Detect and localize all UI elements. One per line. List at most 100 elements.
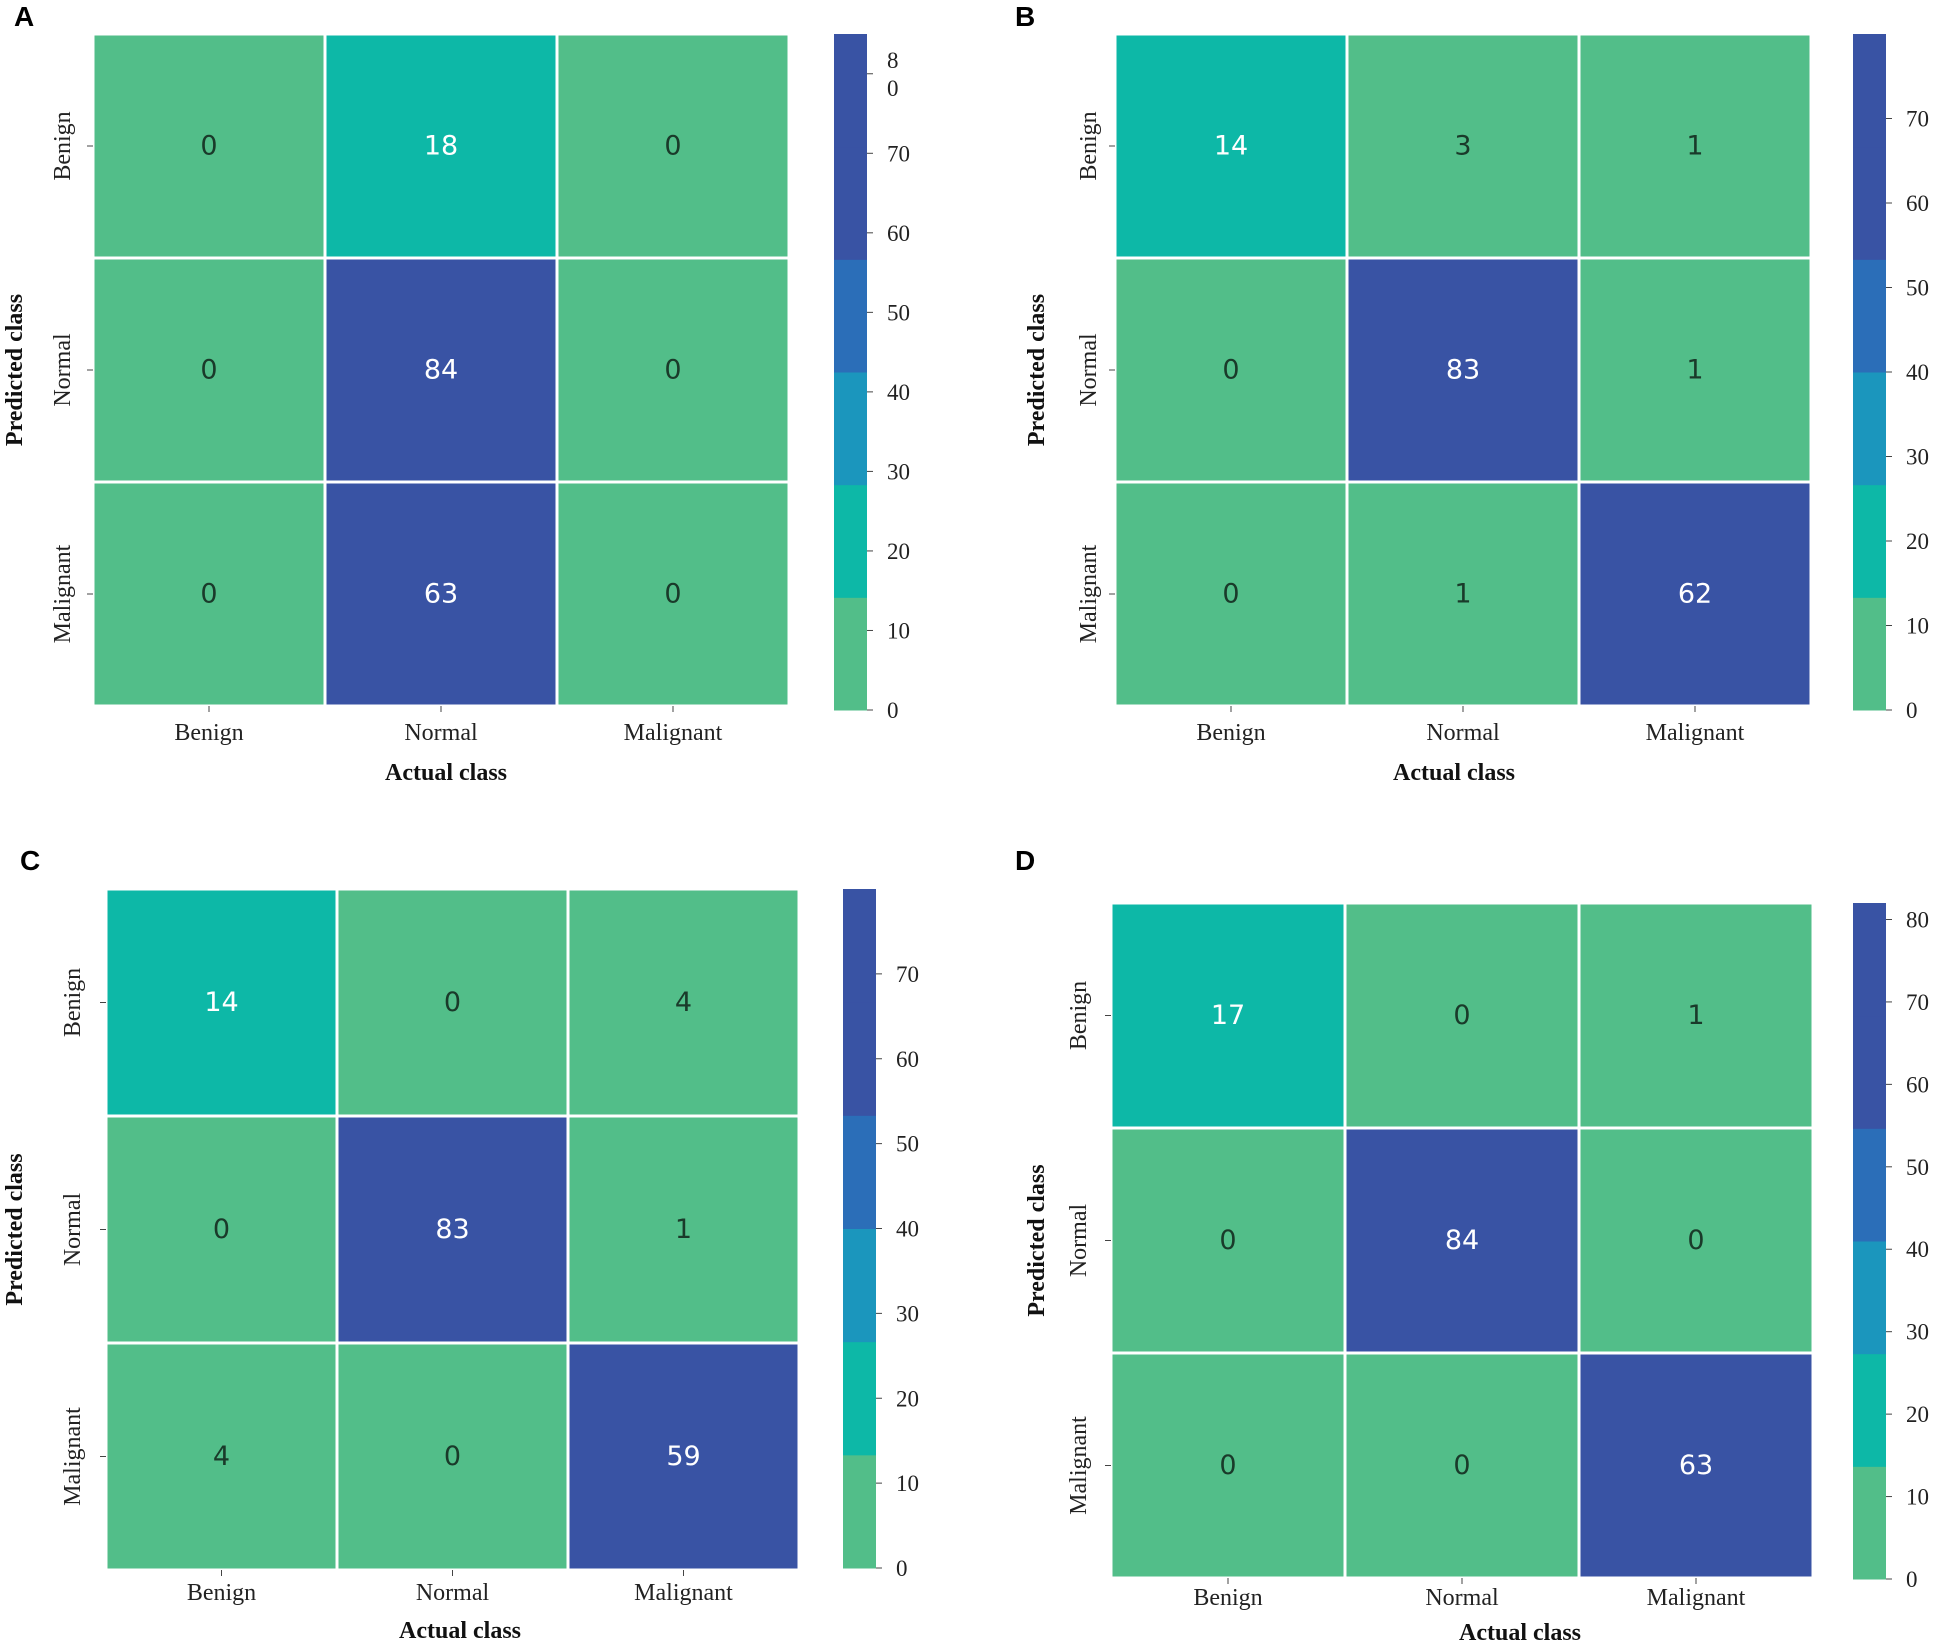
cell-value-label: 0 — [200, 579, 217, 610]
colorbar-tick-label: 70 — [1906, 989, 1929, 1014]
cell-value-label: 1 — [1686, 131, 1703, 162]
colorbar-tick-label: 20 — [887, 538, 910, 563]
heatmap-cell — [335, 887, 570, 1118]
y-axis-title: Predicted class — [2, 294, 28, 446]
colorbar-tick-label: 50 — [1906, 275, 1929, 300]
cell-value-label: 0 — [200, 355, 217, 386]
colorbar-tick-label-line: 50 — [896, 1131, 919, 1156]
heatmap-cell — [555, 32, 791, 260]
colorbar-tick-label-line: 0 — [1906, 1567, 1918, 1592]
heatmap-cell — [91, 32, 327, 260]
cell-value-label: 0 — [1453, 1000, 1470, 1031]
colorbar-segment — [1853, 903, 1886, 1017]
colorbar: 0 10 20 30 40 50 60 70 — [843, 889, 919, 1581]
y-tick-label: Malignant — [1076, 544, 1102, 643]
heatmap-cell — [1577, 480, 1813, 708]
cell-value-label: 84 — [424, 355, 458, 386]
heatmap-cell — [91, 256, 327, 484]
cell-value-label: 1 — [1454, 579, 1471, 610]
cell-value-label: 0 — [664, 355, 681, 386]
cell-value-label: 0 — [664, 579, 681, 610]
heatmap-cell — [323, 480, 559, 708]
colorbar-segment — [1853, 1241, 1886, 1355]
cell-value-label: 14 — [204, 987, 238, 1018]
colorbar-tick-label-line: 40 — [896, 1216, 919, 1241]
cell-value-label: 4 — [675, 987, 692, 1018]
cell-value-label: 0 — [444, 987, 461, 1018]
colorbar-segment — [1853, 259, 1886, 373]
panel-letter: A — [14, 1, 34, 32]
colorbar-tick-label-line: 50 — [887, 300, 910, 325]
y-tick-label: Malignant — [1066, 1416, 1092, 1515]
colorbar-tick-label-line: 30 — [887, 459, 910, 484]
colorbar: 0 10 20 30 40 50 60 70 80 — [1853, 903, 1929, 1592]
cell-value-label: 63 — [424, 579, 458, 610]
colorbar-tick-label: 10 — [896, 1471, 919, 1496]
colorbar-tick-label: 60 — [896, 1046, 919, 1071]
colorbar-tick-label-line: 60 — [896, 1046, 919, 1071]
cell-value-label: 3 — [1454, 131, 1471, 162]
cell-value-label: 0 — [1219, 1225, 1236, 1256]
heatmap-cell — [1109, 1126, 1347, 1355]
x-tick-label: Normal — [1426, 720, 1500, 746]
colorbar-tick-label-line: 30 — [896, 1301, 919, 1326]
colorbar-tick-label-line: 0 — [887, 75, 899, 100]
heatmap-cells: 14 3 1 0 83 1 0 1 62 — [1113, 32, 1813, 708]
colorbar-tick-label: 20 — [1906, 529, 1929, 554]
y-tick-label: Malignant — [60, 1407, 86, 1506]
colorbar-tick-label-line: 60 — [887, 220, 910, 245]
colorbar-tick-label-line: 40 — [887, 379, 910, 404]
colorbar-tick-label: 20 — [1906, 1402, 1929, 1427]
colorbar-segment — [834, 259, 867, 373]
heatmap-cell — [566, 1114, 801, 1345]
colorbar-tick-label: 30 — [1906, 1319, 1929, 1344]
colorbar-segment — [1853, 1015, 1886, 1129]
colorbar-tick-label-line: 20 — [1906, 529, 1929, 554]
colorbar-segment — [1853, 1353, 1886, 1467]
colorbar-segment — [1853, 597, 1886, 711]
y-tick-label: Normal — [50, 333, 76, 407]
x-tick-label: Malignant — [1646, 720, 1745, 746]
x-tick-label: Malignant — [634, 1580, 733, 1606]
colorbar-segment — [843, 1341, 876, 1456]
colorbar-tick-label: 50 — [887, 300, 910, 325]
colorbar-tick-label: 40 — [887, 379, 910, 404]
heatmap-cell — [1109, 1351, 1347, 1580]
x-tick-label: Malignant — [1647, 1585, 1746, 1611]
heatmap-cell — [1345, 32, 1581, 260]
y-tick-label: Benign — [60, 968, 86, 1037]
x-tick-label: Normal — [416, 1580, 490, 1606]
cell-value-label: 0 — [1687, 1225, 1704, 1256]
x-tick-label: Benign — [174, 720, 243, 746]
heatmap-cell — [1577, 1351, 1815, 1580]
colorbar-tick-label: 60 — [887, 220, 910, 245]
cell-value-label: 17 — [1211, 1000, 1245, 1031]
y-tick-label: Benign — [1076, 111, 1102, 180]
colorbar-tick-label: 0 — [887, 698, 899, 723]
colorbar-segment — [834, 372, 867, 486]
colorbar-segment — [843, 1228, 876, 1343]
cell-value-label: 14 — [1214, 131, 1248, 162]
x-tick-label: Normal — [1425, 1585, 1499, 1611]
cell-value-label: 1 — [1686, 355, 1703, 386]
colorbar-tick-label: 80 — [1906, 907, 1929, 932]
panel-letter: B — [1015, 1, 1035, 32]
colorbar-segment — [834, 597, 867, 711]
colorbar-tick-label-line: 0 — [887, 698, 899, 723]
colorbar-tick-label: 50 — [1906, 1154, 1929, 1179]
colorbar-tick-label-line: 70 — [1906, 106, 1929, 131]
colorbar-tick-label: 40 — [1906, 360, 1929, 385]
heatmap-cells: 14 0 40 83 14 0 59 — [104, 887, 801, 1572]
heatmap-cell — [1343, 1351, 1581, 1580]
colorbar-tick-label: 10 — [887, 618, 910, 643]
x-tick-label: Benign — [1193, 1585, 1262, 1611]
colorbar-tick-label-line: 40 — [1906, 1237, 1929, 1262]
cell-value-label: 0 — [1222, 355, 1239, 386]
colorbar-tick-label: 0 — [1906, 698, 1918, 723]
cell-value-label: 18 — [424, 131, 458, 162]
cell-value-label: 4 — [213, 1441, 230, 1472]
y-tick-label: Normal — [60, 1193, 86, 1267]
x-tick-label: Benign — [187, 1580, 256, 1606]
y-axis-title: Predicted class — [1024, 294, 1050, 446]
